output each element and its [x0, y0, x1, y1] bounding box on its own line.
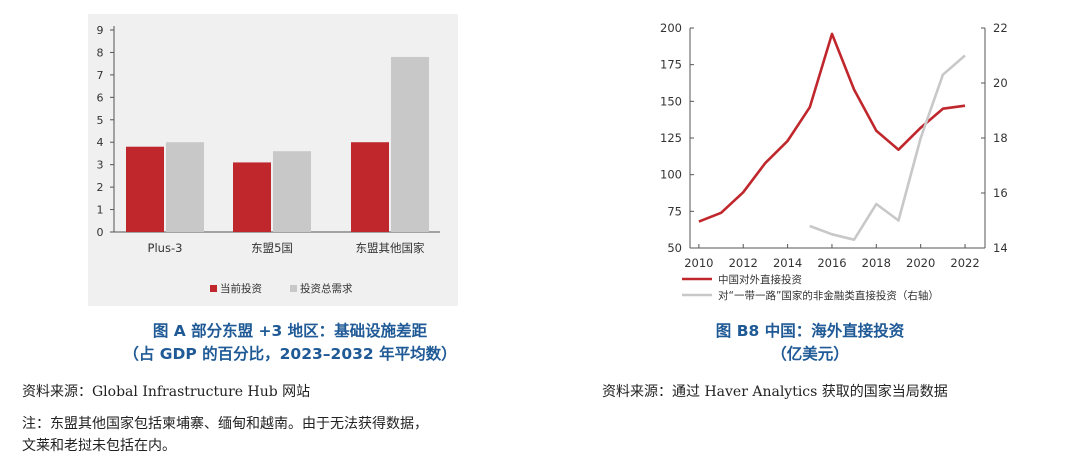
panel-b: 50 75 100 125 150 175 200 14 16 18 20 22 2010 2012 201…: [540, 0, 1080, 471]
x-tick-label: 2012: [729, 256, 758, 270]
right-y-tick-label: 16: [993, 186, 1008, 200]
left-y-tick-label: 200: [660, 21, 682, 35]
y-tick-label: 5: [97, 114, 104, 127]
legend-swatch: [210, 285, 217, 292]
x-tick-label: 2010: [684, 256, 713, 270]
left-y-tick-label: 50: [667, 241, 682, 255]
x-tick-label: Plus-3: [148, 241, 183, 255]
bar-current-investment: [126, 146, 164, 232]
chart-a-note-line2: 文莱和老挝未包括在内。: [22, 438, 176, 454]
legend-label: 当前投资: [220, 282, 262, 295]
bar-total-demand: [166, 142, 204, 232]
x-tick-label: 2020: [906, 256, 935, 270]
bar-current-investment: [233, 162, 271, 232]
y-tick-label: 4: [97, 136, 104, 149]
bar-total-demand: [391, 56, 429, 232]
right-y-tick-label: 14: [993, 241, 1008, 255]
x-tick-label: 2022: [950, 256, 979, 270]
right-y-tick-label: 20: [993, 76, 1008, 90]
legend-label: 对“一带一路”国家的非金融类直接投资（右轴）: [718, 289, 939, 302]
x-tick-label: 东盟其他国家: [356, 241, 425, 255]
left-y-tick-label: 175: [660, 58, 682, 72]
y-tick-label: 1: [97, 204, 104, 217]
legend-swatch: [290, 285, 297, 292]
y-tick-label: 3: [97, 159, 104, 172]
y-tick-label: 7: [97, 69, 104, 82]
chart-a-caption: 图 A 部分东盟 +3 地区：基础设施差距 （占 GDP 的百分比，2023–2…: [40, 320, 540, 366]
chart-b-caption-line1: 图 B8 中国：海外直接投资: [715, 322, 905, 340]
x-tick-label: 2016: [817, 256, 846, 270]
y-tick-label: 2: [97, 181, 104, 194]
x-tick-label: 2014: [773, 256, 802, 270]
y-tick-label: 9: [97, 24, 104, 37]
left-y-tick-label: 100: [660, 168, 682, 182]
right-y-tick-label: 18: [993, 131, 1008, 145]
right-y-tick-label: 22: [993, 21, 1008, 35]
chart-a-source: 资料来源：Global Infrastructure Hub 网站: [22, 384, 311, 400]
x-tick-label: 2018: [862, 256, 891, 270]
chart-a-note-line1: 注：东盟其他国家包括柬埔寨、缅甸和越南。由于无法获得数据，: [22, 416, 428, 432]
left-y-tick-label: 75: [667, 204, 682, 218]
chart-a-caption-line1: 图 A 部分东盟 +3 地区：基础设施差距: [152, 322, 428, 340]
legend-label: 投资总需求: [300, 282, 353, 295]
bar-current-investment: [351, 142, 389, 232]
y-tick-label: 6: [97, 91, 104, 104]
bar-total-demand: [273, 151, 311, 232]
panel-a: 0 1 2 3 4 5 6 7 8 9 Plus-3 东盟5国 东盟其他国家当前投资 投资总需求 图 A …: [22, 14, 540, 457]
chart-b-caption-line2: （亿美元）: [771, 345, 849, 363]
chart-a-caption-line2: （占 GDP 的百分比，2023–2032 年平均数）: [123, 345, 457, 363]
chart-b-source: 资料来源：通过 Haver Analytics 获取的国家当局数据: [602, 384, 948, 400]
legend-label: 中国对外直接投资: [718, 273, 802, 286]
left-y-tick-label: 150: [660, 94, 682, 108]
y-tick-label: 0: [97, 226, 104, 239]
chart-b-caption: 图 B8 中国：海外直接投资 （亿美元）: [600, 320, 1020, 366]
chart-a-note: 注：东盟其他国家包括柬埔寨、缅甸和越南。由于无法获得数据， 文莱和老挝未包括在内…: [22, 413, 428, 457]
line-china-odi: [698, 32, 966, 223]
x-tick-label: 东盟5国: [251, 241, 293, 255]
line-belt-road-investment: [809, 54, 966, 241]
left-y-tick-label: 125: [660, 131, 682, 145]
y-tick-label: 8: [97, 46, 104, 59]
